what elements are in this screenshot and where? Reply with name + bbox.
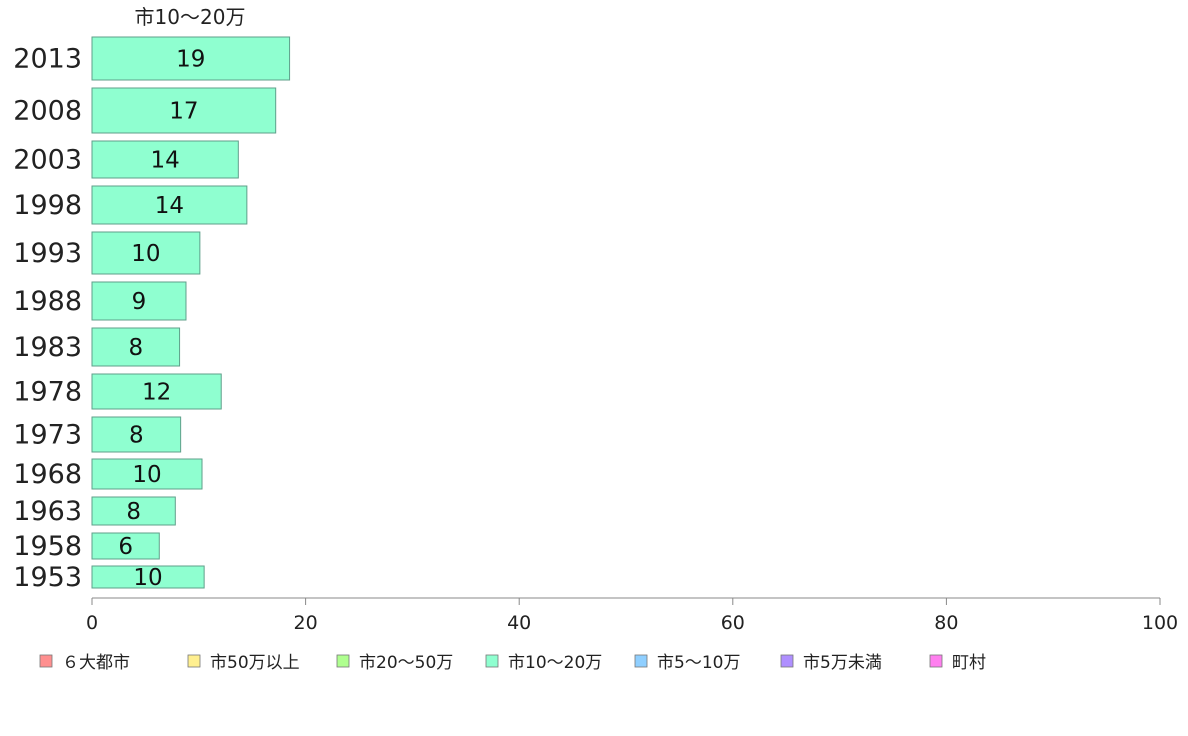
legend-label: 市50万以上 — [210, 653, 300, 673]
x-tick-label: 40 — [507, 612, 531, 634]
data-label: 12 — [142, 380, 171, 406]
bar — [91, 36, 291, 81]
data-label: 10 — [132, 462, 161, 488]
bar — [91, 532, 160, 560]
category-label: 2013 — [13, 44, 82, 75]
category-label: 1953 — [13, 562, 82, 593]
category-label: 2008 — [13, 96, 82, 127]
x-axis: 0 20 40 60 80 100 — [86, 597, 1178, 634]
legend-swatch — [929, 654, 943, 668]
category-label: 1988 — [13, 286, 82, 317]
bar — [91, 87, 277, 134]
data-label: 8 — [129, 423, 144, 449]
data-label: 17 — [169, 99, 198, 125]
data-label: 10 — [133, 565, 162, 591]
legend: ６大都市 市50万以上 市20〜50万 市10〜20万 市5〜10万 市5万未満 町村 — [39, 653, 986, 673]
bar — [91, 185, 248, 225]
legend-label: 市5〜10万 — [657, 653, 740, 673]
category-label: 1998 — [13, 190, 82, 221]
category-label: 1978 — [13, 377, 82, 408]
category-label: 1983 — [13, 332, 82, 363]
legend-label: 市5万未満 — [803, 653, 882, 673]
x-tick-label: 80 — [934, 612, 958, 634]
x-tick-label: 60 — [721, 612, 745, 634]
data-label: 19 — [176, 47, 205, 73]
legend-swatch — [780, 654, 794, 668]
data-label: 14 — [155, 193, 184, 219]
bars-group: 2013 19 2008 17 2003 14 1998 14 1993 10 1988 9 1983 8… — [13, 36, 291, 593]
legend-swatch — [485, 654, 499, 668]
bar — [91, 416, 182, 453]
data-label: 8 — [126, 499, 141, 525]
data-label: 14 — [151, 148, 180, 174]
bar — [91, 327, 181, 367]
category-label: 1968 — [13, 459, 82, 490]
legend-swatch — [336, 654, 350, 668]
legend-label: 町村 — [952, 653, 986, 673]
data-label: 6 — [118, 534, 133, 560]
legend-label: 市20〜50万 — [359, 653, 453, 673]
data-label: 10 — [131, 241, 160, 267]
bar — [91, 281, 187, 321]
bar — [91, 458, 203, 490]
series-title: 市10〜20万 — [135, 5, 246, 29]
legend-swatch — [39, 654, 53, 668]
category-label: 1963 — [13, 496, 82, 527]
x-tick-label: 0 — [86, 612, 98, 634]
category-label: 2003 — [13, 145, 82, 176]
category-label: 1993 — [13, 238, 82, 269]
bar — [91, 373, 222, 410]
bar — [91, 231, 201, 275]
x-tick-label: 20 — [294, 612, 318, 634]
legend-label: ６大都市 — [62, 653, 130, 673]
category-label: 1958 — [13, 531, 82, 562]
bar — [91, 140, 239, 179]
bar — [91, 565, 205, 589]
category-label: 1973 — [13, 420, 82, 451]
legend-swatch — [634, 654, 648, 668]
legend-swatch — [187, 654, 201, 668]
bar — [91, 496, 176, 526]
data-label: 9 — [132, 289, 147, 315]
data-label: 8 — [128, 335, 143, 361]
x-tick-label: 100 — [1142, 612, 1178, 634]
legend-label: 市10〜20万 — [508, 653, 602, 673]
